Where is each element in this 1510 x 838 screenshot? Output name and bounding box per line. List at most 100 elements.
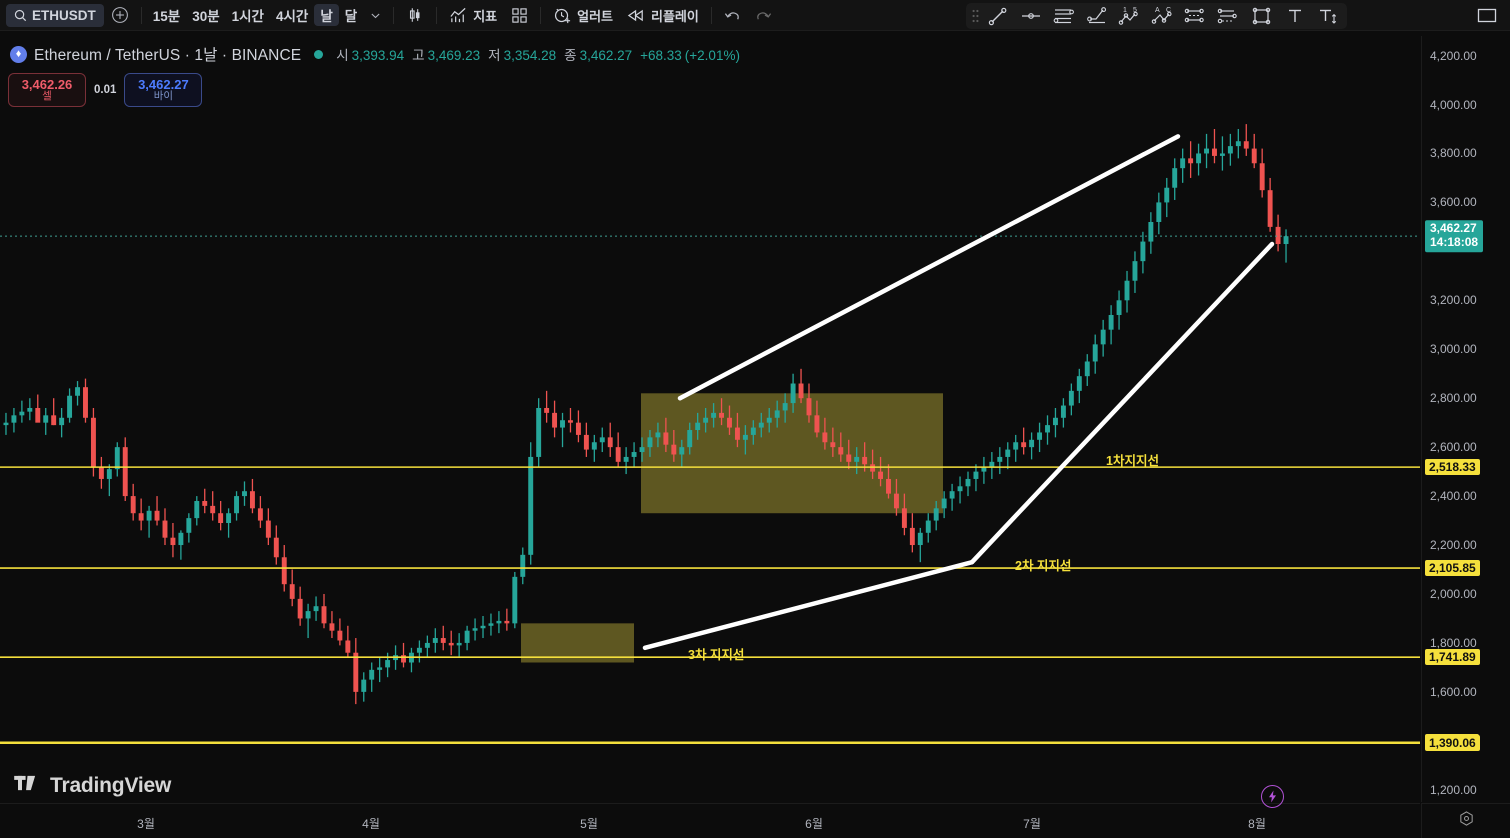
candle-body bbox=[138, 513, 144, 521]
candle-body bbox=[1267, 190, 1273, 227]
candle-body bbox=[583, 434, 589, 450]
consolidation-box-large bbox=[641, 393, 943, 514]
timeframe-4h[interactable]: 4시간 bbox=[275, 9, 309, 24]
change-value: +68.33 bbox=[640, 48, 682, 63]
candle-body bbox=[1068, 390, 1074, 406]
alert-button[interactable]: 얼러트 bbox=[546, 4, 620, 27]
symbol-search-button[interactable]: ETHUSDT bbox=[6, 3, 104, 27]
abc-pattern-icon[interactable]: A C bbox=[1147, 4, 1179, 28]
candle-body bbox=[639, 447, 645, 453]
short-position-icon[interactable] bbox=[1213, 4, 1245, 28]
low-label: 저 bbox=[488, 48, 501, 63]
candle-body bbox=[1235, 141, 1241, 147]
time-tick: 7월 bbox=[1023, 817, 1041, 831]
alert-label: 얼러트 bbox=[577, 8, 613, 24]
candle-body bbox=[591, 442, 597, 450]
rectangle-icon[interactable] bbox=[1246, 4, 1278, 28]
candle-body bbox=[67, 395, 73, 418]
redo-button[interactable] bbox=[748, 4, 779, 27]
candle-body bbox=[90, 417, 96, 467]
time-axis[interactable]: 3월 4월 5월 6월 7월 8월 bbox=[0, 803, 1420, 838]
price-level-label[interactable]: 2,518.33 bbox=[1425, 459, 1480, 476]
candle-body bbox=[711, 412, 717, 418]
candle-body bbox=[965, 478, 971, 487]
search-icon bbox=[14, 9, 27, 22]
candle-body bbox=[186, 518, 192, 533]
add-symbol-button[interactable] bbox=[104, 4, 136, 27]
candle-body bbox=[98, 466, 104, 479]
current-price-time: 14:18:08 bbox=[1430, 235, 1479, 250]
buy-button[interactable]: 3,462.27 바이 bbox=[124, 73, 203, 107]
trend-line-upper-resistance bbox=[677, 134, 1181, 401]
candle-body bbox=[1116, 300, 1122, 315]
candle-body bbox=[941, 498, 947, 509]
candle-body bbox=[75, 387, 80, 396]
candle-body bbox=[1204, 148, 1209, 154]
toolbar-separator-4 bbox=[540, 6, 542, 24]
candle-body bbox=[51, 415, 57, 426]
price-level-label[interactable]: 2,105.85 bbox=[1425, 560, 1480, 577]
price-level-label[interactable]: 1,390.06 bbox=[1425, 735, 1480, 752]
candle-body bbox=[146, 510, 152, 521]
candle-body bbox=[631, 452, 637, 457]
candle-body bbox=[472, 628, 478, 631]
page-title[interactable]: Ethereum / TetherUS · 1날 · BINANCE bbox=[34, 47, 302, 64]
indicators-button[interactable]: 지표 bbox=[442, 4, 504, 27]
fib-retracement-icon[interactable] bbox=[1048, 4, 1080, 28]
tradingview-logo-icon bbox=[14, 774, 41, 798]
timeframe-30m[interactable]: 30분 bbox=[192, 9, 220, 24]
candle-body bbox=[774, 410, 780, 418]
timeframe-1mo[interactable]: 달 bbox=[344, 9, 358, 24]
time-tick: 5월 bbox=[580, 817, 598, 831]
candle-body bbox=[838, 447, 844, 455]
high-value: 3,469.23 bbox=[427, 48, 481, 63]
timeframe-1d[interactable]: 날 bbox=[314, 4, 339, 26]
candle-body bbox=[734, 427, 740, 440]
candle-body bbox=[106, 469, 112, 479]
elliott-wave-icon[interactable]: 1 5 bbox=[1114, 4, 1146, 28]
anchored-text-icon[interactable] bbox=[1312, 4, 1344, 28]
candle-body bbox=[1092, 344, 1098, 362]
candle-body bbox=[265, 520, 271, 538]
candle-body bbox=[43, 415, 49, 423]
annotation-1cha-jijiseon: 1차지지선 bbox=[1106, 454, 1159, 468]
replay-button[interactable]: 리플레이 bbox=[620, 4, 706, 27]
tradingview-watermark: TradingView bbox=[14, 774, 171, 798]
undo-button[interactable] bbox=[717, 4, 748, 27]
low-value: 3,354.28 bbox=[503, 48, 557, 63]
timeframe-1h[interactable]: 1시간 bbox=[231, 9, 264, 24]
layout-button[interactable] bbox=[1470, 4, 1504, 27]
indicators-icon bbox=[449, 6, 468, 25]
drag-grip-icon[interactable] bbox=[969, 6, 981, 26]
horizontal-line-icon[interactable] bbox=[1015, 4, 1047, 28]
time-tick: 3월 bbox=[137, 817, 155, 831]
pitchfork-icon[interactable] bbox=[1081, 4, 1113, 28]
candle-body bbox=[226, 513, 232, 524]
chart-style-button[interactable] bbox=[399, 4, 431, 27]
candle-body bbox=[154, 510, 160, 521]
candle-body bbox=[329, 623, 335, 631]
timeframe-dropdown-button[interactable] bbox=[363, 4, 388, 27]
templates-button[interactable] bbox=[504, 4, 535, 27]
long-position-icon[interactable] bbox=[1180, 4, 1212, 28]
chart-settings-button[interactable] bbox=[1421, 803, 1510, 838]
candle-body bbox=[814, 415, 820, 433]
lightning-alert-icon[interactable] bbox=[1261, 785, 1284, 808]
candle-body bbox=[687, 430, 693, 448]
price-level-label[interactable]: 1,741.89 bbox=[1425, 649, 1480, 666]
text-icon[interactable] bbox=[1279, 4, 1311, 28]
candle-body bbox=[981, 466, 987, 472]
candle-body bbox=[27, 407, 33, 412]
ohlc-values: 시 3,393.94 고 3,469.23 저 3,354.28 종 3,462… bbox=[336, 44, 740, 64]
chart-plot-area[interactable]: 1차지지선 2차 지지선 3차 지지선 bbox=[0, 36, 1420, 802]
replay-icon bbox=[627, 8, 646, 23]
sell-button[interactable]: 3,462.26 셀 bbox=[8, 73, 86, 107]
plus-circle-icon bbox=[111, 6, 129, 24]
candle-body bbox=[194, 500, 200, 519]
candle-body bbox=[830, 442, 836, 448]
trend-line-icon[interactable] bbox=[982, 4, 1014, 28]
timeframe-15m[interactable]: 15분 bbox=[152, 9, 181, 24]
price-axis[interactable]: 4,200.00 4,000.00 3,800.00 3,600.00 3,200.00… bbox=[1421, 36, 1510, 802]
current-price-badge[interactable]: 3,462.27 14:18:08 bbox=[1425, 220, 1484, 252]
buy-price: 3,462.27 bbox=[138, 76, 189, 92]
